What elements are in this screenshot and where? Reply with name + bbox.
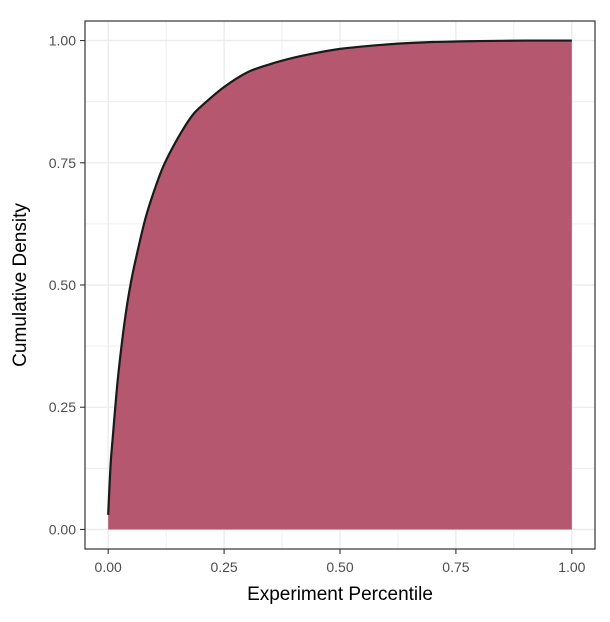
y-tick-label: 0.25: [49, 399, 76, 415]
x-tick-label: 0.25: [210, 559, 237, 575]
y-tick-label: 1.00: [49, 33, 76, 49]
cdf-area-fill: [108, 40, 572, 530]
x-tick-label: 0.50: [326, 559, 353, 575]
y-tick-label: 0.00: [49, 521, 76, 537]
y-tick-label: 0.50: [49, 277, 76, 293]
cdf-curve-line: [107, 39, 572, 515]
y-axis-ticks: 0.00 0.25 0.50 0.75 1.00: [49, 33, 85, 537]
x-tick-label: 0.00: [95, 559, 122, 575]
x-axis-title: Experiment Percentile: [247, 584, 433, 605]
x-axis-ticks: 0.00 0.25 0.50 0.75 1.00: [95, 549, 586, 575]
y-tick-label: 0.75: [49, 155, 76, 171]
x-tick-label: 0.75: [442, 559, 469, 575]
x-tick-label: 1.00: [558, 559, 585, 575]
y-axis-title: Cumulative Density: [10, 203, 31, 367]
